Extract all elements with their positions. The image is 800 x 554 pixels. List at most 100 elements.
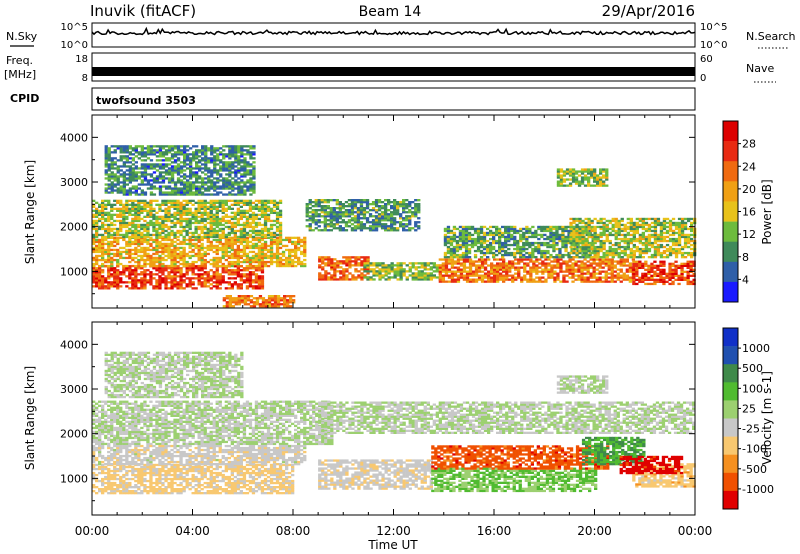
- power-cell: [110, 209, 114, 212]
- power-cell: [626, 241, 630, 245]
- power-cell: [556, 274, 560, 277]
- power-cell: [158, 173, 163, 176]
- power-cell: [152, 193, 157, 196]
- power-cell: [593, 247, 597, 251]
- power-cell: [255, 299, 260, 302]
- power-cell: [236, 235, 240, 239]
- power-cell: [357, 258, 361, 261]
- power-cell: [128, 189, 132, 192]
- power-cell: [483, 280, 488, 283]
- power-cell: [227, 269, 231, 272]
- power-cell: [161, 177, 166, 180]
- power-cell: [233, 240, 237, 244]
- power-cell: [195, 191, 199, 194]
- power-cell: [447, 276, 452, 279]
- power-cell: [577, 266, 581, 269]
- power-cell: [146, 262, 150, 266]
- power-cell: [569, 241, 573, 245]
- power-cell: [192, 183, 196, 186]
- power-cell: [644, 282, 648, 286]
- power-cell: [493, 258, 497, 261]
- power-cell: [152, 179, 157, 182]
- power-cell: [92, 271, 96, 274]
- power-cell: [529, 268, 533, 271]
- power-cell: [245, 264, 250, 268]
- power-cell: [215, 240, 219, 244]
- power-cell: [476, 233, 481, 237]
- power-cell: [260, 279, 265, 282]
- power-cell: [209, 229, 213, 233]
- power-cell: [680, 256, 685, 259]
- power-cell: [586, 280, 590, 283]
- power-cell: [194, 260, 198, 264]
- power-cell: [125, 177, 129, 180]
- power-cell: [449, 243, 454, 247]
- power-cell: [593, 241, 597, 245]
- power-cell: [215, 199, 219, 202]
- power-cell: [278, 262, 283, 266]
- power-cell: [501, 247, 505, 251]
- power-cell: [254, 225, 259, 229]
- power-cell: [206, 273, 210, 276]
- power-cell: [233, 273, 237, 276]
- power-cell: [260, 248, 265, 252]
- power-cell: [200, 231, 204, 235]
- power-cell: [260, 262, 265, 266]
- power-cell: [125, 264, 129, 268]
- power-cell: [173, 269, 177, 272]
- power-cell: [155, 273, 159, 276]
- power-cell: [186, 181, 190, 184]
- power-cell: [215, 229, 219, 233]
- power-cell: [546, 243, 550, 247]
- power-cell: [119, 279, 123, 282]
- power-cell: [92, 285, 96, 288]
- power-cell: [486, 233, 490, 237]
- power-cell: [191, 271, 195, 274]
- power-cell: [215, 246, 219, 250]
- power-cell: [227, 205, 231, 208]
- power-cell: [619, 260, 623, 263]
- power-cell: [486, 239, 490, 243]
- power-cell: [155, 279, 159, 282]
- power-cell: [399, 266, 403, 269]
- power-cell: [278, 238, 283, 242]
- power-cell: [614, 243, 618, 247]
- power-cell: [230, 229, 234, 233]
- power-cell: [446, 237, 451, 241]
- power-cell: [578, 249, 582, 253]
- power-cell: [246, 303, 251, 306]
- power-cell: [318, 278, 322, 281]
- power-cell: [260, 209, 265, 212]
- power-cell: [236, 238, 240, 242]
- power-cell: [164, 233, 168, 237]
- power-cell: [128, 223, 132, 227]
- power-cell: [572, 237, 576, 241]
- power-cell: [632, 276, 636, 279]
- power-cell: [245, 209, 250, 212]
- power-cell: [653, 266, 657, 269]
- power-cell: [191, 267, 195, 270]
- power-cell: [167, 171, 172, 174]
- power-cell: [486, 251, 490, 255]
- power-cell: [125, 147, 129, 150]
- power-cell: [281, 262, 286, 266]
- power-cell: [275, 238, 280, 242]
- power-cell: [493, 272, 497, 275]
- power-cell: [233, 283, 237, 286]
- power-cell: [107, 147, 111, 150]
- power-cell: [629, 237, 633, 241]
- power-cell: [173, 279, 177, 282]
- power-cell: [203, 267, 207, 270]
- power-cell: [414, 274, 418, 277]
- power-cell: [152, 145, 157, 148]
- power-cell: [170, 187, 175, 190]
- power-cell: [683, 276, 687, 279]
- power-cell: [125, 193, 129, 196]
- power-cell: [549, 233, 553, 237]
- power-cell: [182, 248, 186, 252]
- power-cell: [248, 250, 253, 254]
- power-cell: [170, 250, 174, 254]
- power-cell: [155, 248, 159, 252]
- power-cell: [119, 157, 123, 160]
- power-cell: [668, 221, 673, 225]
